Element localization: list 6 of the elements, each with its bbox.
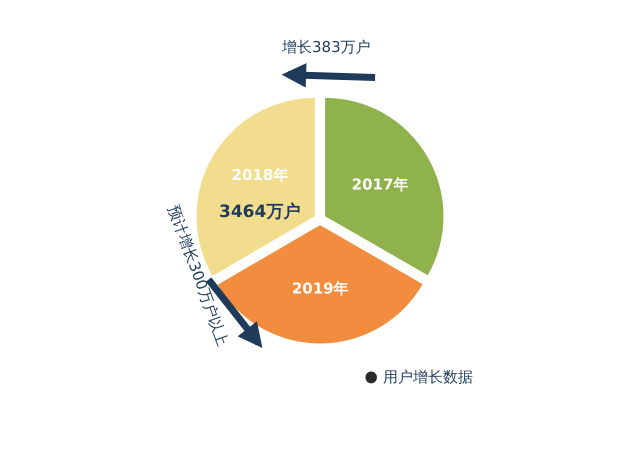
slice-label: 2018年 xyxy=(232,166,288,184)
slice-label: 2017年 xyxy=(352,175,408,194)
slice-label: 2019年 xyxy=(292,280,349,298)
text: 用户增长数据 xyxy=(383,368,473,386)
text: 增长383万户 xyxy=(281,38,371,56)
text: 3464万户 xyxy=(219,202,300,222)
